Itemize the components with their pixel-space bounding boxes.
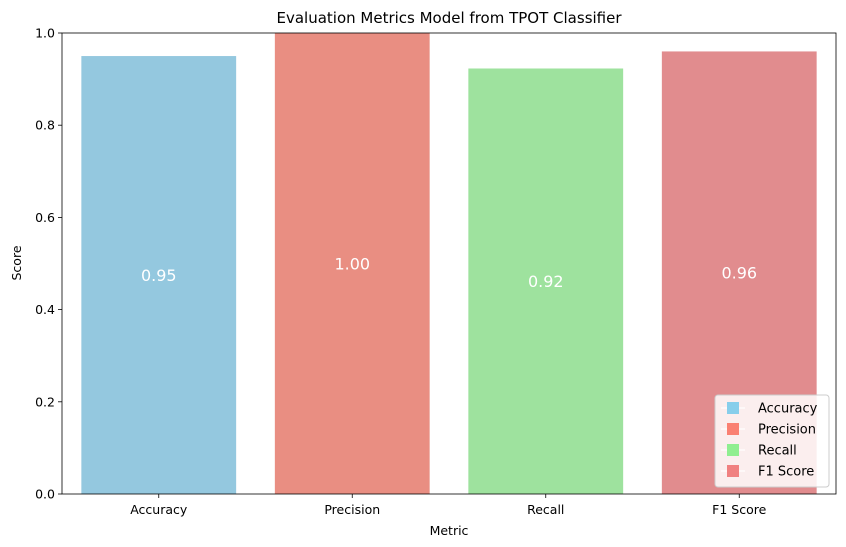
legend-entry-precision: Precision	[758, 423, 816, 438]
legend-swatch	[727, 402, 739, 414]
bars-layer	[81, 33, 817, 495]
y-tick-label: 1.0	[35, 26, 55, 41]
y-axis-title: Score	[9, 245, 24, 280]
axes-layer: Accuracy Precision Recall F1 Score 0.0 0.2 0.4…	[35, 26, 837, 517]
bar-recall	[468, 68, 624, 494]
x-tick-label: Accuracy	[130, 502, 188, 517]
y-tick-label: 0.2	[35, 394, 55, 409]
bar-accuracy	[81, 56, 237, 495]
value-labels-layer: 0.95 1.00 0.92 0.96	[141, 255, 757, 292]
y-tick-label: 0.8	[35, 118, 55, 133]
value-label-accuracy: 0.95	[141, 266, 177, 285]
value-label-recall: 0.92	[528, 272, 564, 291]
legend-entry-f1-score: F1 Score	[758, 465, 814, 480]
x-tick-label: Precision	[324, 502, 380, 517]
x-axis-title: Metric	[430, 523, 469, 538]
y-tick-label: 0.4	[35, 302, 55, 317]
legend-entry-recall: Recall	[758, 444, 797, 459]
legend-swatch	[727, 423, 739, 435]
value-label-f1-score: 0.96	[721, 264, 757, 283]
x-tick-label: Recall	[527, 502, 564, 517]
legend-swatch	[727, 465, 739, 477]
value-label-precision: 1.00	[334, 255, 370, 274]
y-tick-label: 0.0	[35, 487, 55, 502]
legend-swatch	[727, 444, 739, 456]
legend-box	[714, 394, 830, 488]
y-tick-label: 0.6	[35, 210, 55, 225]
legend: Accuracy Precision Recall F1 Score	[714, 394, 830, 488]
bar-precision	[274, 33, 430, 494]
plot-frame	[61, 32, 837, 495]
chart-title: Evaluation Metrics Model from TPOT Class…	[276, 9, 622, 27]
x-tick-label: F1 Score	[712, 502, 766, 517]
legend-entry-accuracy: Accuracy	[758, 402, 818, 417]
